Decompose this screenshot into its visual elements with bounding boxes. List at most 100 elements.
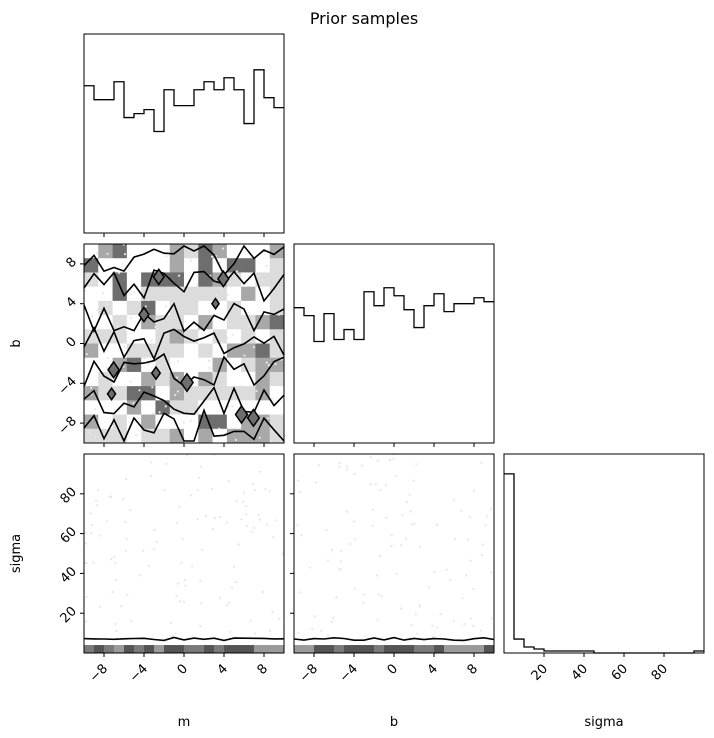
sample-point	[354, 538, 357, 541]
density-cell	[184, 315, 199, 330]
density-cell	[226, 343, 242, 359]
tick-label-sigma: 60	[58, 524, 80, 546]
sample-point	[171, 634, 174, 638]
sample-point	[452, 619, 455, 623]
sample-point	[185, 454, 189, 457]
sample-point	[472, 624, 475, 627]
hist-panel-sigma	[503, 453, 705, 654]
density-cell	[141, 371, 156, 387]
tick-label-sigma: 40	[569, 661, 591, 683]
sample-point	[184, 584, 187, 587]
sample-point	[175, 376, 179, 379]
sample-point	[232, 565, 236, 568]
sample-point	[268, 490, 271, 493]
sample-point	[404, 537, 407, 540]
sample-point	[98, 605, 101, 609]
sample-point	[274, 362, 277, 366]
sample-point	[433, 570, 436, 574]
density-cell	[255, 315, 271, 330]
density-cell	[484, 645, 495, 653]
sample-point	[385, 516, 388, 519]
sample-point	[405, 501, 409, 504]
tick-label-m: −8	[87, 661, 111, 685]
sample-point	[466, 538, 470, 541]
sample-point	[176, 390, 179, 393]
x-axis-label-sigma: sigma	[584, 715, 623, 730]
density-cell	[84, 244, 99, 259]
density-cell	[404, 645, 415, 653]
sample-point	[261, 590, 264, 594]
contour-island	[107, 360, 121, 380]
sample-point	[311, 628, 314, 631]
density-cell	[126, 300, 142, 316]
sample-point	[313, 615, 317, 618]
sample-point	[361, 601, 365, 604]
sample-point	[296, 524, 299, 527]
sample-point	[200, 548, 204, 551]
sample-point	[204, 514, 207, 517]
sample-point	[243, 354, 246, 357]
sample-point	[338, 462, 341, 465]
density-cell	[112, 371, 128, 387]
density-cell	[226, 286, 242, 302]
sample-point	[335, 596, 338, 599]
density-cell	[134, 645, 145, 653]
tick-label-b: 4	[425, 661, 441, 677]
sample-point	[124, 549, 127, 553]
sample-point	[242, 500, 245, 503]
sample-point	[460, 509, 463, 512]
sample-point	[208, 366, 211, 369]
sample-point	[184, 579, 187, 582]
sample-point	[230, 586, 234, 589]
density-cell	[141, 329, 156, 344]
sample-point	[196, 283, 199, 286]
sample-point	[271, 611, 274, 614]
sample-point	[237, 543, 240, 546]
sample-point	[252, 346, 256, 349]
sample-point	[463, 623, 466, 626]
density-cell	[294, 645, 305, 653]
contour-line	[83, 385, 285, 416]
sample-point	[472, 587, 475, 591]
density-cell	[194, 645, 205, 653]
sample-point	[90, 386, 93, 390]
density-cell	[98, 371, 113, 387]
density-cell	[169, 343, 185, 359]
density-cell	[269, 258, 285, 273]
sample-point	[153, 528, 156, 532]
sample-point	[472, 489, 476, 492]
density-cell	[98, 343, 113, 359]
contour-line	[293, 636, 495, 642]
sample-point	[265, 523, 269, 526]
sample-point	[469, 559, 472, 562]
sample-point	[281, 552, 284, 555]
density-cell	[169, 357, 185, 373]
contour-line	[83, 244, 285, 277]
density-cell	[124, 645, 135, 653]
density-cell	[464, 645, 475, 653]
sample-point	[180, 561, 183, 564]
density-cell	[241, 371, 256, 387]
density-cell	[126, 357, 142, 373]
sample-point	[326, 634, 330, 638]
density-cell	[264, 645, 275, 653]
sample-point	[410, 523, 414, 526]
density-cell	[126, 371, 142, 387]
density-cell	[169, 258, 185, 273]
sample-point	[219, 287, 222, 290]
density-cell	[112, 386, 128, 401]
density-cell	[198, 428, 213, 444]
density-panel-m-sigma	[83, 453, 285, 654]
density-cell	[141, 414, 156, 430]
density-panel-m-b	[83, 243, 285, 444]
sample-point	[363, 593, 366, 596]
sample-point	[270, 397, 273, 400]
sample-point	[273, 355, 276, 358]
hist-frame-b	[293, 243, 495, 444]
sample-point	[134, 434, 138, 437]
sample-point	[176, 359, 180, 363]
sample-point	[214, 517, 217, 520]
density-cell	[241, 386, 256, 401]
tick-label-b: −4	[337, 661, 361, 685]
sample-point	[89, 432, 92, 435]
